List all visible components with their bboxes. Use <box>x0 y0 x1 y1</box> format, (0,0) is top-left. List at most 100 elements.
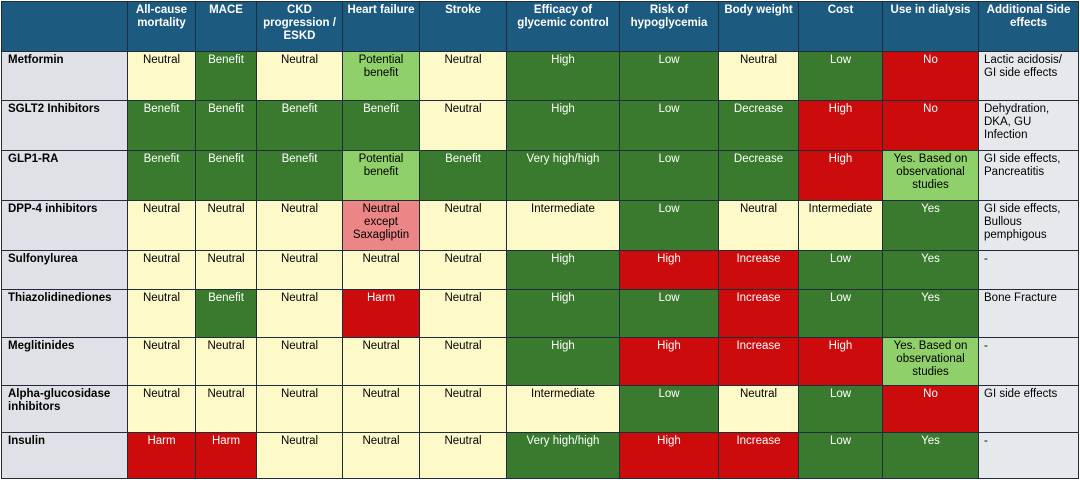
table-row: Sulfonylurea Neutral Neutral Neutral Neutral… <box>1 250 1079 290</box>
table-cell: Neutral <box>419 100 507 151</box>
table-cell: Low <box>619 289 719 338</box>
side-effects-cell: - <box>978 250 1079 290</box>
column-header: Heart failure <box>342 1 420 52</box>
table-cell: Benefit <box>256 100 343 151</box>
table-cell: Harm <box>195 432 257 479</box>
drug-name: Metformin <box>1 51 128 101</box>
table-cell: Benefit <box>419 150 507 201</box>
table-cell: No <box>882 51 979 101</box>
column-header: Body weight <box>718 1 799 52</box>
column-header: Additional Side effects <box>978 1 1079 52</box>
table-row: Metformin Neutral Benefit Neutral Potential … <box>1 51 1079 101</box>
table-cell: Neutral <box>718 200 799 251</box>
table-cell: Low <box>798 250 883 290</box>
table-cell: Low <box>798 432 883 479</box>
table-cell: Neutral <box>256 385 343 433</box>
header-corner <box>1 1 128 52</box>
side-effects-cell: GI side effects, Pancreatitis <box>978 150 1079 201</box>
table-cell: Potential benefit <box>342 150 420 201</box>
drug-name: GLP1-RA <box>1 150 128 201</box>
table-row: GLP1-RA Benefit Benefit Benefit Potential be… <box>1 150 1079 201</box>
table-cell: Very high/high <box>506 150 620 201</box>
table-cell: Neutral <box>342 432 420 479</box>
table-cell: Neutral <box>342 250 420 290</box>
table-cell: Neutral <box>256 337 343 386</box>
table-cell: Neutral <box>127 289 196 338</box>
table-cell: Increase <box>718 289 799 338</box>
column-header: Use in dialysis <box>882 1 979 52</box>
drug-name: Alpha-glucosidase inhibitors <box>1 385 128 433</box>
table-row: Meglitinides Neutral Neutral Neutral Neutral… <box>1 337 1079 386</box>
side-effects-cell: Dehydration, DKA, GU Infection <box>978 100 1079 151</box>
table-cell: Decrease <box>718 100 799 151</box>
column-header: Stroke <box>419 1 507 52</box>
table-cell: No <box>882 385 979 433</box>
table-cell: Low <box>619 385 719 433</box>
table-cell: Neutral <box>419 200 507 251</box>
table-cell: Decrease <box>718 150 799 201</box>
drug-name: Sulfonylurea <box>1 250 128 290</box>
side-effects-cell: - <box>978 432 1079 479</box>
table-cell: No <box>882 100 979 151</box>
table-cell: Yes <box>882 432 979 479</box>
table-row: Alpha-glucosidase inhibitors Neutral Neutr… <box>1 385 1079 433</box>
table-cell: Very high/high <box>506 432 620 479</box>
table-cell: High <box>619 337 719 386</box>
table-cell: Yes <box>882 250 979 290</box>
side-effects-cell: Bone Fracture <box>978 289 1079 338</box>
table-cell: Benefit <box>195 150 257 201</box>
table-cell: Neutral <box>256 250 343 290</box>
table-cell: Harm <box>342 289 420 338</box>
table-cell: Yes <box>882 289 979 338</box>
drug-name: DPP-4 inhibitors <box>1 200 128 251</box>
table-cell: Neutral <box>256 432 343 479</box>
table-body: Metformin Neutral Benefit Neutral Potential … <box>1 51 1079 479</box>
side-effects-cell: - <box>978 337 1079 386</box>
table-cell: Harm <box>127 432 196 479</box>
table-cell: Neutral <box>342 337 420 386</box>
table-cell: Intermediate <box>798 200 883 251</box>
table-cell: Low <box>798 385 883 433</box>
column-header: Risk of hypoglycemia <box>619 1 719 52</box>
table-cell: Neutral <box>127 250 196 290</box>
table-cell: Neutral <box>718 51 799 101</box>
table-cell: Low <box>619 150 719 201</box>
table-row: SGLT2 Inhibitors Benefit Benefit Benefit Ben… <box>1 100 1079 151</box>
drug-name: SGLT2 Inhibitors <box>1 100 128 151</box>
table-cell: High <box>506 289 620 338</box>
table-row: DPP-4 inhibitors Neutral Neutral Neutral Neu… <box>1 200 1079 251</box>
table-cell: Benefit <box>342 100 420 151</box>
table-cell: Benefit <box>127 150 196 201</box>
table-cell: Neutral <box>127 385 196 433</box>
table-cell: Yes <box>882 200 979 251</box>
table-cell: Neutral <box>419 250 507 290</box>
table-cell: Yes. Based on observational studies <box>882 150 979 201</box>
table-cell: Intermediate <box>506 200 620 251</box>
table-cell: Low <box>619 100 719 151</box>
table-cell: Neutral except Saxagliptin <box>342 200 420 251</box>
table-cell: Increase <box>718 250 799 290</box>
table-cell: Neutral <box>127 51 196 101</box>
table-cell: Benefit <box>195 100 257 151</box>
table-cell: Low <box>798 51 883 101</box>
table-cell: High <box>506 337 620 386</box>
table-cell: Low <box>798 289 883 338</box>
table-cell: Increase <box>718 337 799 386</box>
table-cell: Neutral <box>195 385 257 433</box>
column-header: Cost <box>798 1 883 52</box>
drug-name: Insulin <box>1 432 128 479</box>
table-cell: Neutral <box>195 337 257 386</box>
column-header: All-cause mortality <box>127 1 196 52</box>
table-cell: Benefit <box>256 150 343 201</box>
table-cell: Benefit <box>195 51 257 101</box>
side-effects-cell: GI side effects, Bullous pemphigous <box>978 200 1079 251</box>
table-cell: Neutral <box>419 432 507 479</box>
table-cell: Neutral <box>419 51 507 101</box>
table-cell: Neutral <box>256 289 343 338</box>
table-cell: Neutral <box>419 289 507 338</box>
table-cell: High <box>506 100 620 151</box>
table-cell: Benefit <box>195 289 257 338</box>
table-cell: Neutral <box>127 337 196 386</box>
table-cell: Neutral <box>195 250 257 290</box>
